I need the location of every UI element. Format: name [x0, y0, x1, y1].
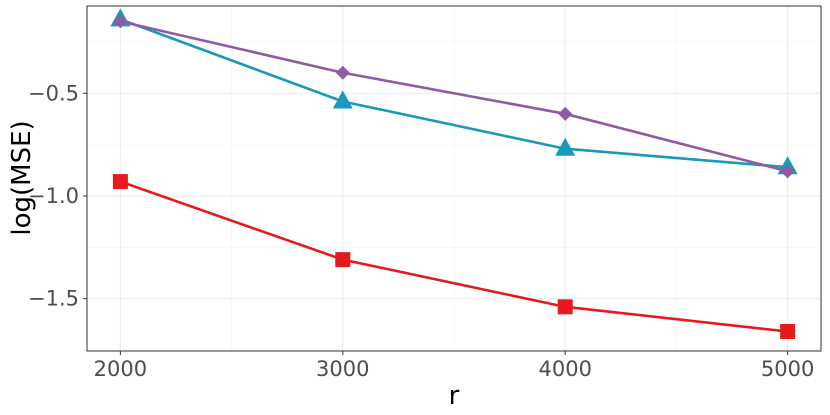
data-point-triangle	[332, 90, 353, 109]
data-point-diamond	[780, 164, 795, 179]
x-tick-label: 5000	[761, 357, 814, 381]
data-point-square	[557, 299, 573, 315]
y-tick-label: −0.5	[28, 81, 79, 105]
data-point-diamond	[113, 14, 128, 29]
series-line	[119, 18, 788, 169]
data-point-triangle	[555, 137, 576, 156]
x-axis: 2000 3000 4000 5000	[94, 351, 814, 381]
series-2	[113, 14, 795, 179]
y-tick-label: −1.5	[28, 287, 79, 311]
series-0	[112, 174, 796, 339]
y-axis: −0.5 −1.0 −1.5	[28, 81, 87, 311]
data-point-square	[112, 174, 128, 190]
data-point-square	[335, 252, 351, 268]
x-tick-label: 4000	[538, 357, 591, 381]
data-point-diamond	[558, 106, 573, 121]
series-layer	[110, 8, 798, 339]
y-tick-label: −1.0	[28, 184, 79, 208]
major-gridlines	[87, 6, 821, 351]
x-tick-label: 3000	[316, 357, 369, 381]
x-tick-label: 2000	[94, 357, 147, 381]
x-axis-title: r	[449, 381, 460, 411]
panel-border	[86, 5, 822, 352]
y-axis-title: log(MSE)	[7, 120, 37, 235]
series-line	[119, 180, 788, 333]
data-point-square	[780, 323, 796, 339]
series-line	[120, 20, 788, 173]
data-point-diamond	[335, 65, 350, 80]
